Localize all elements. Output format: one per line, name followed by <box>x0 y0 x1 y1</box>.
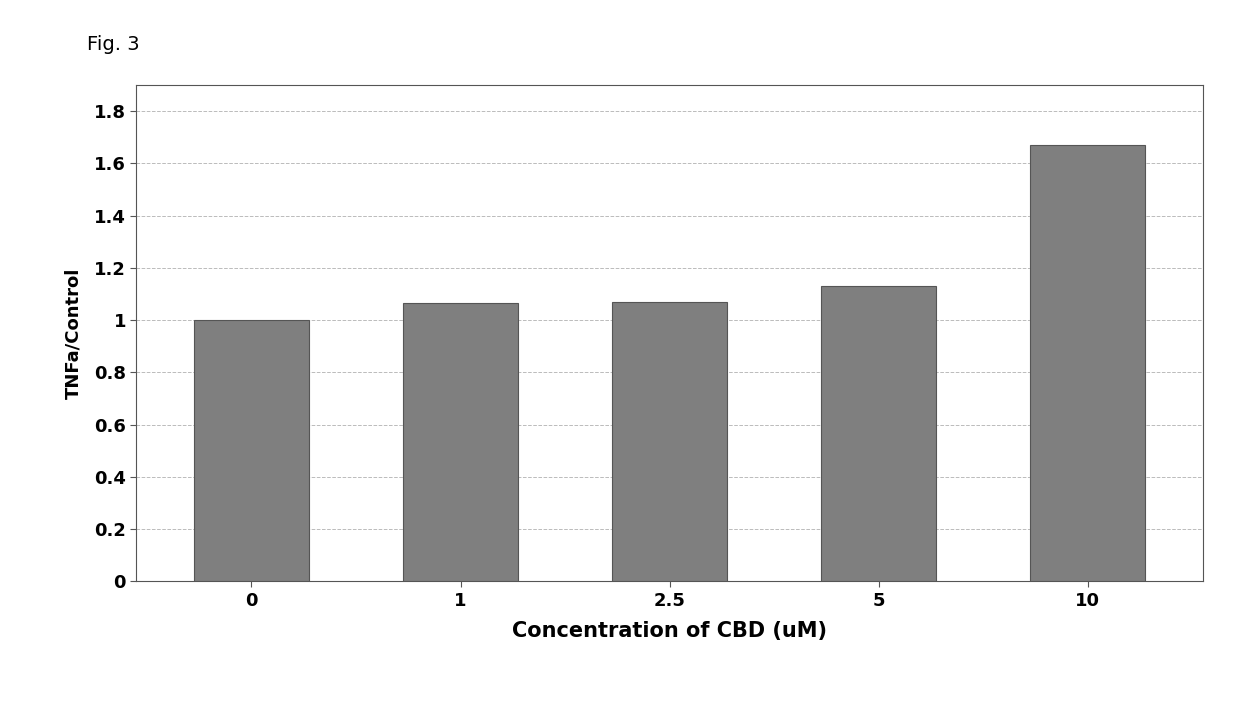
Bar <box>821 286 936 581</box>
Bar <box>193 320 309 581</box>
Bar <box>1030 145 1146 581</box>
X-axis label: Concentration of CBD (uM): Concentration of CBD (uM) <box>512 621 827 641</box>
Bar <box>613 302 727 581</box>
Y-axis label: TNFa/Control: TNFa/Control <box>64 267 83 399</box>
Bar <box>403 303 518 581</box>
Text: Fig. 3: Fig. 3 <box>87 35 139 55</box>
